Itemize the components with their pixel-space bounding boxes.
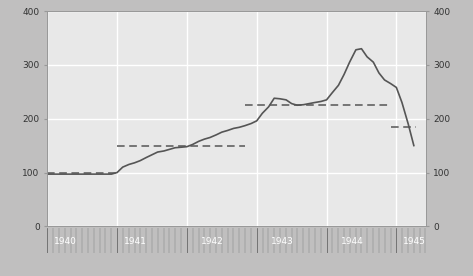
- Text: 1944: 1944: [341, 237, 363, 246]
- Text: 1940: 1940: [54, 237, 77, 246]
- Text: 1943: 1943: [271, 237, 294, 246]
- Text: 1942: 1942: [201, 237, 224, 246]
- Text: 1945: 1945: [403, 237, 426, 246]
- Text: 1941: 1941: [124, 237, 147, 246]
